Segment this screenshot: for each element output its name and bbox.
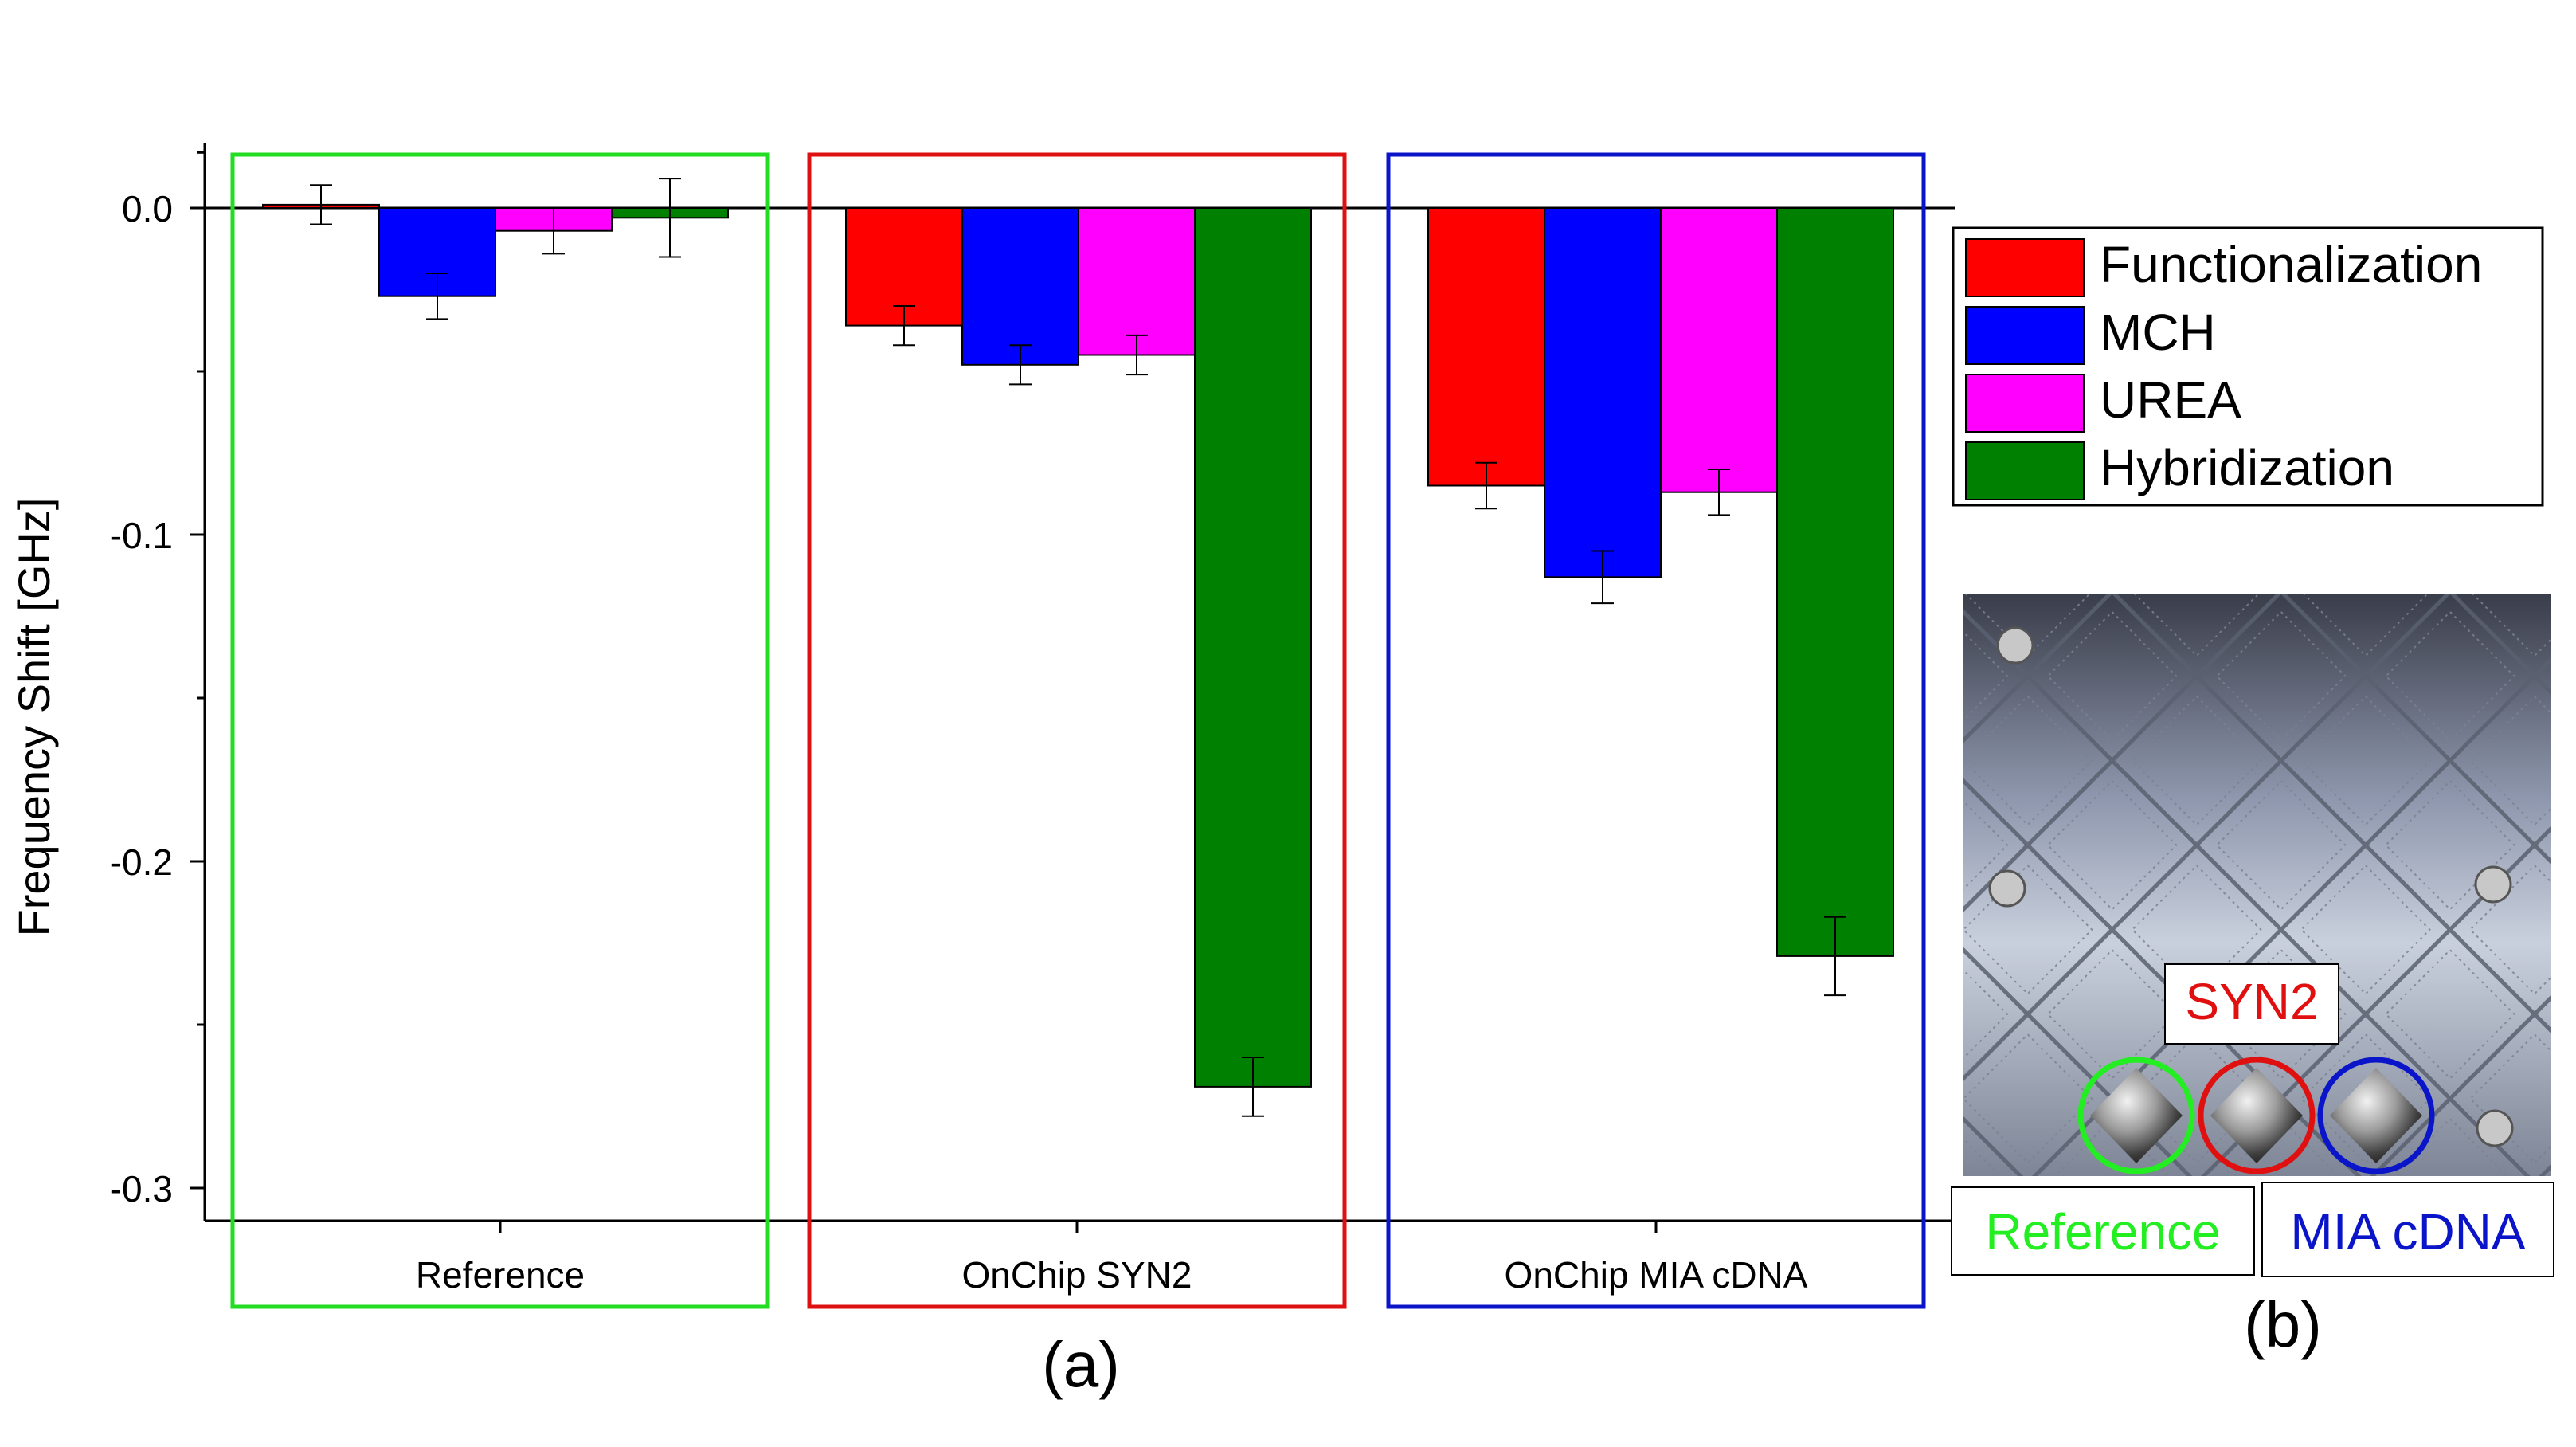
panel-label-a: (a) bbox=[1042, 1329, 1120, 1400]
legend-swatch bbox=[1965, 374, 2085, 433]
category-frame-2 bbox=[1386, 152, 1926, 1309]
y-tick-label: -0.2 bbox=[110, 841, 173, 883]
category-frames: Reference OnChip SYN2 OnChip MIA cDNA bbox=[230, 152, 1926, 1309]
syn2-label-box bbox=[2164, 963, 2339, 1045]
x-tick-label: OnChip SYN2 bbox=[962, 1254, 1192, 1296]
chip-photo: SYN2 Reference MIA cDNA bbox=[1951, 594, 2554, 1277]
syn2-label: SYN2 bbox=[2185, 973, 2318, 1030]
mia-label: MIA cDNA bbox=[2290, 1203, 2525, 1261]
legend-label: MCH bbox=[2100, 304, 2216, 361]
y-tick-label: -0.1 bbox=[110, 515, 173, 556]
syn2-sensor-circle bbox=[2198, 1057, 2316, 1174]
y-tick-label: 0.0 bbox=[122, 188, 173, 229]
chip-screw-hole bbox=[1996, 626, 2034, 665]
legend-swatch bbox=[1965, 238, 2085, 297]
chip-screw-hole bbox=[2474, 865, 2512, 904]
legend-label: UREA bbox=[2100, 371, 2241, 429]
x-tick-label: Reference bbox=[416, 1254, 585, 1296]
y-axis-title: Frequency Shift [GHz] bbox=[9, 498, 59, 937]
droplet bbox=[2210, 1068, 2303, 1163]
chip-screw-hole bbox=[2476, 1109, 2514, 1147]
category-frame-0 bbox=[230, 152, 770, 1309]
y-tick-label: -0.3 bbox=[110, 1168, 173, 1210]
mia-sensor-circle bbox=[2317, 1057, 2435, 1174]
reference-sensor-circle bbox=[2077, 1057, 2195, 1174]
bar-functionalization-2 bbox=[1427, 207, 1545, 487]
droplet bbox=[2090, 1068, 2183, 1163]
panel-label-b: (b) bbox=[2244, 1289, 2322, 1360]
bar-mch-1 bbox=[961, 207, 1079, 366]
legend: Functionalization MCH UREA Hybridization bbox=[1952, 226, 2544, 507]
bars bbox=[262, 178, 1894, 1117]
droplet bbox=[2330, 1068, 2422, 1163]
x-tick-label: OnChip MIA cDNA bbox=[1505, 1254, 1808, 1296]
bar-hybridization-1 bbox=[1194, 207, 1312, 1088]
chip-screw-hole bbox=[1988, 869, 2026, 908]
bar-urea-2 bbox=[1660, 207, 1778, 493]
legend-swatch bbox=[1965, 306, 2085, 365]
bar-hybridization-2 bbox=[1776, 207, 1894, 957]
category-frame-1 bbox=[807, 152, 1347, 1309]
legend-swatch bbox=[1965, 441, 2085, 500]
mia-label-box bbox=[2261, 1182, 2554, 1277]
legend-label: Hybridization bbox=[2100, 439, 2394, 496]
bar-urea-1 bbox=[1078, 207, 1196, 356]
reference-label: Reference bbox=[1985, 1203, 2220, 1261]
reference-label-box bbox=[1951, 1186, 2255, 1276]
bar-mch-2 bbox=[1544, 207, 1662, 578]
legend-label: Functionalization bbox=[2100, 236, 2482, 293]
